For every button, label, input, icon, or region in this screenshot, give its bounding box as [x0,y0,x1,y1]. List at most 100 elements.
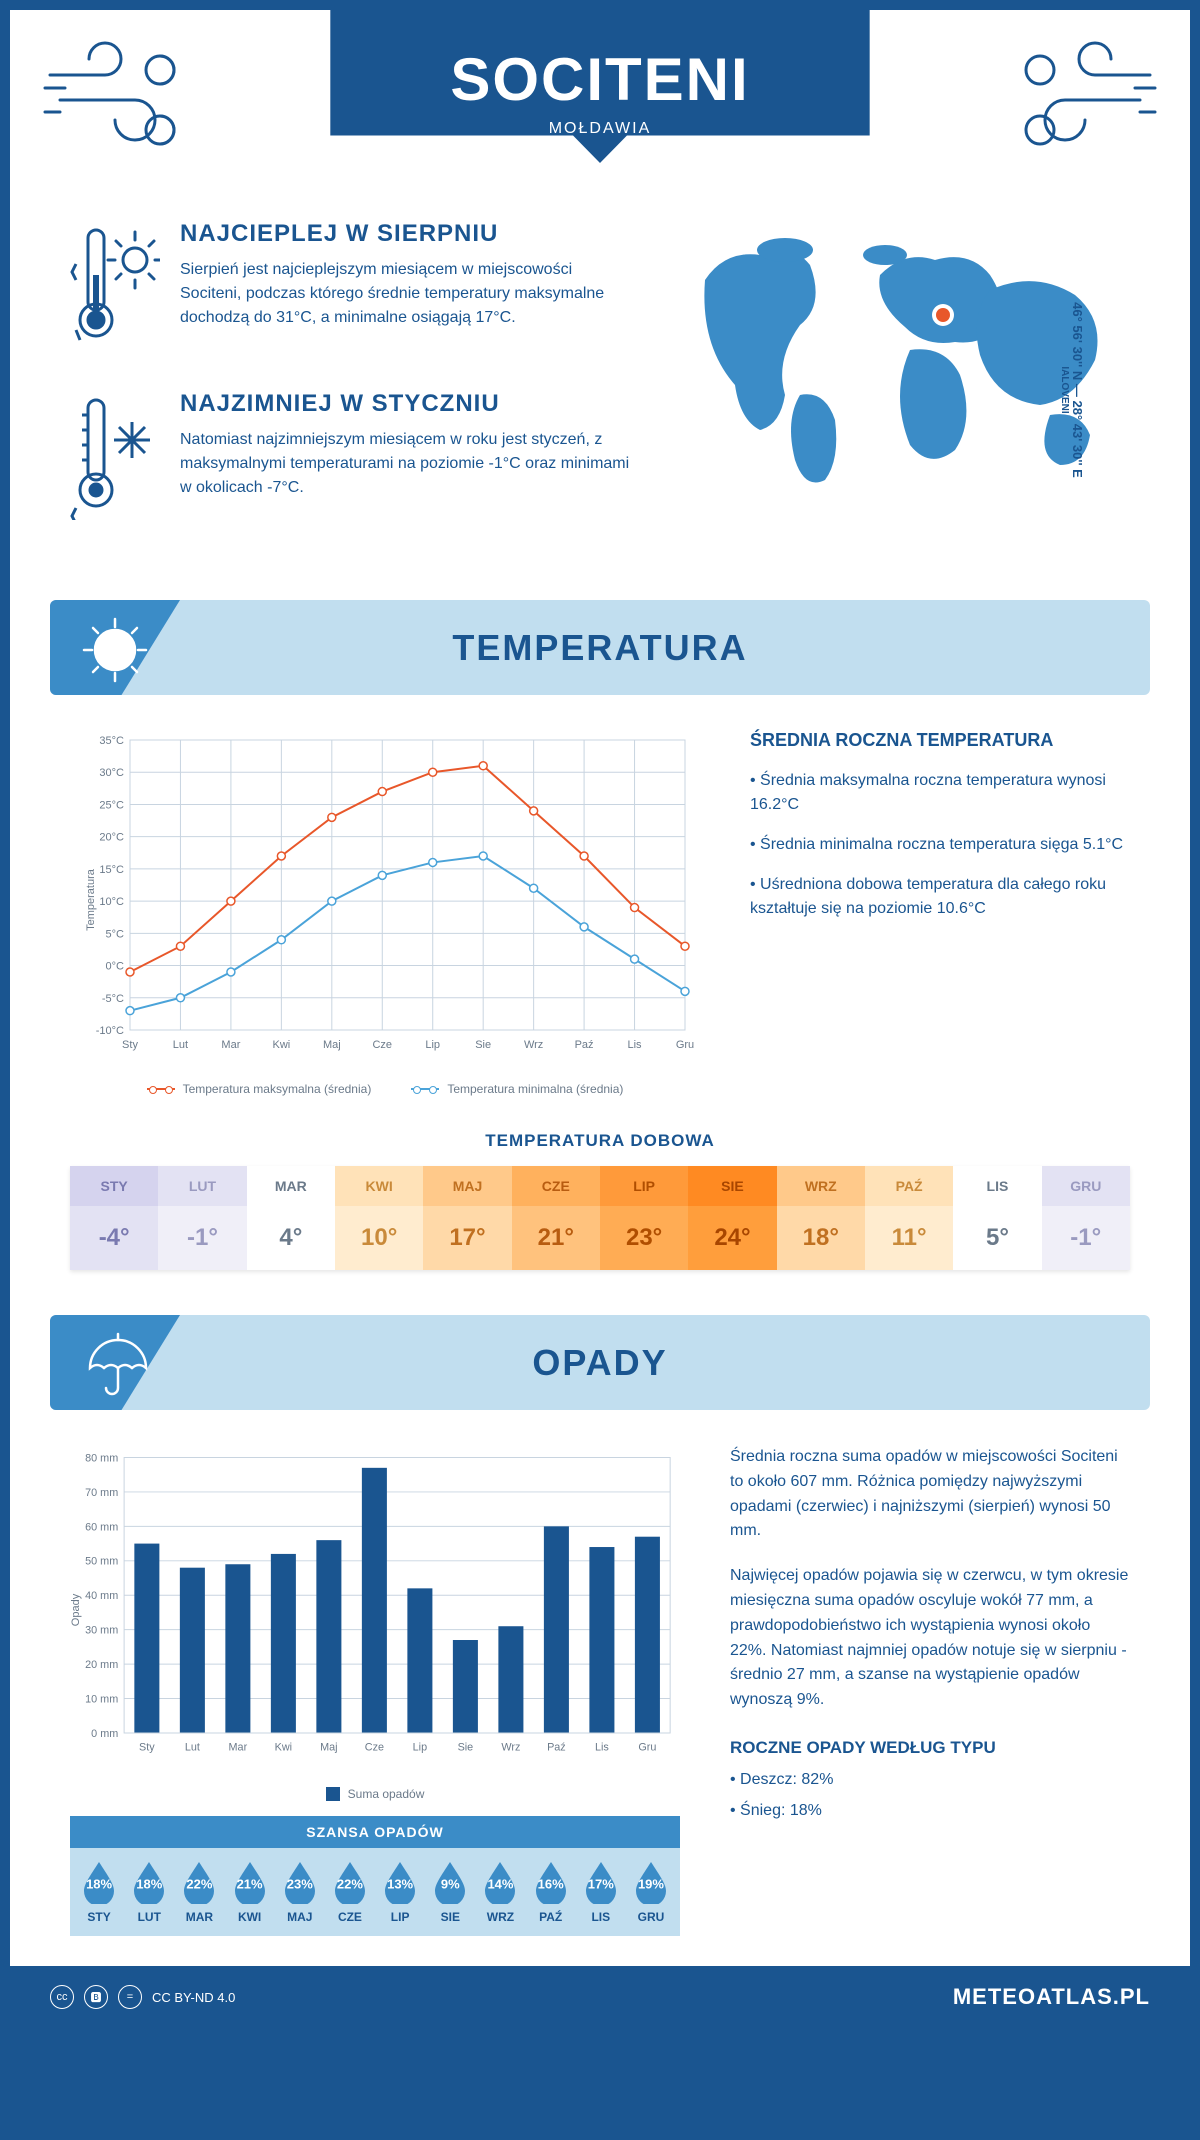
nd-icon: = [118,1985,142,2009]
svg-text:Sie: Sie [458,1742,474,1754]
daily-col: SIE 24° [688,1166,776,1270]
daily-col: LIS 5° [953,1166,1041,1270]
precip-right-column: Średnia roczna suma opadów w miejscowośc… [730,1445,1130,1936]
svg-text:Lis: Lis [595,1742,609,1754]
svg-text:Sty: Sty [139,1742,155,1754]
coords-text: 46° 56' 30'' N — 28° 43' 30'' E [1070,302,1085,478]
svg-text:30 mm: 30 mm [85,1625,118,1637]
precip-legend-swatch [326,1787,340,1801]
warmest-title: NAJCIEPLEJ W SIERPNIU [180,220,630,248]
svg-text:20°C: 20°C [99,832,124,844]
precip-section-header: OPADY [50,1315,1150,1410]
precip-title: OPADY [50,1342,1150,1384]
temperature-section-header: TEMPERATURA [50,600,1150,695]
daily-temp-title: TEMPERATURA DOBOWA [10,1131,1190,1151]
svg-text:Maj: Maj [320,1742,337,1754]
svg-text:5°C: 5°C [106,928,125,940]
precip-type-title: ROCZNE OPADY WEDŁUG TYPU [730,1738,1130,1758]
by-icon: 🅱 [84,1985,108,2009]
umbrella-icon [80,1330,150,1400]
daily-col: MAJ 17° [423,1166,511,1270]
svg-text:0°C: 0°C [106,961,125,973]
svg-text:Lis: Lis [628,1039,643,1051]
svg-text:Gru: Gru [676,1039,694,1051]
coords-region: IALOVENI [1059,302,1070,478]
warmest-text: Sierpień jest najcieplejszym miesiącem w… [180,258,630,330]
temperature-chart: Temperatura -10°C-5°C0°C5°C10°C15°C20°C2… [70,730,700,1096]
daily-col: LUT -1° [158,1166,246,1270]
svg-text:Cze: Cze [372,1039,392,1051]
svg-text:10 mm: 10 mm [85,1693,118,1705]
footer: cc 🅱 = CC BY-ND 4.0 METEOATLAS.PL [10,1966,1190,2028]
chance-cell: 16% PAŹ [526,1860,576,1924]
footer-license: cc 🅱 = CC BY-ND 4.0 [50,1985,235,2009]
wind-icon-left [40,40,190,160]
world-map: 46° 56' 30'' N — 28° 43' 30'' E IALOVENI [670,220,1130,560]
precip-legend-label: Suma opadów [348,1787,425,1801]
temp-chart-ylabel: Temperatura [85,869,97,931]
svg-text:35°C: 35°C [99,735,124,747]
svg-text:Sty: Sty [122,1039,138,1051]
svg-text:-10°C: -10°C [96,1025,124,1037]
daily-col: PAŹ 11° [865,1166,953,1270]
footer-site: METEOATLAS.PL [953,1984,1150,2010]
legend-item: Temperatura minimalna (średnia) [411,1082,623,1096]
intro-text-column: NAJCIEPLEJ W SIERPNIU Sierpień jest najc… [70,220,630,560]
precip-chart-ylabel: Opady [70,1594,82,1626]
chance-cell: 22% MAR [174,1860,224,1924]
chance-cell: 21% KWI [225,1860,275,1924]
svg-text:-5°C: -5°C [102,993,124,1005]
daily-col: KWI 10° [335,1166,423,1270]
chance-table: SZANSA OPADÓW 18% STY 18% LUT 22% MAR 21… [70,1816,680,1936]
city-name: SOCITENI [450,45,749,114]
chance-cell: 19% GRU [626,1860,676,1924]
thermometer-snow-icon [70,390,160,525]
svg-text:Lip: Lip [425,1039,440,1051]
svg-text:Mar: Mar [229,1742,248,1754]
temp-bullet: • Średnia maksymalna roczna temperatura … [750,769,1130,817]
precip-type-item: • Śnieg: 18% [730,1799,1130,1824]
svg-text:20 mm: 20 mm [85,1659,118,1671]
svg-text:30°C: 30°C [99,767,124,779]
svg-text:Kwi: Kwi [272,1039,290,1051]
svg-text:Lip: Lip [413,1742,427,1754]
daily-temp-table: STY -4° LUT -1° MAR 4° KWI 10° MAJ 17° C… [70,1166,1130,1270]
temp-bullet: • Uśredniona dobowa temperatura dla całe… [750,873,1130,921]
temperature-side-text: ŚREDNIA ROCZNA TEMPERATURA • Średnia mak… [750,730,1130,1096]
svg-text:Paź: Paź [547,1742,566,1754]
svg-text:15°C: 15°C [99,864,124,876]
chance-cell: 18% STY [74,1860,124,1924]
avg-temp-title: ŚREDNIA ROCZNA TEMPERATURA [750,730,1130,751]
cc-icon: cc [50,1985,74,2009]
temperature-legend: Temperatura maksymalna (średnia) Temperat… [70,1082,700,1096]
temperature-title: TEMPERATURA [50,627,1150,669]
chance-cell: 17% LIS [576,1860,626,1924]
svg-text:60 mm: 60 mm [85,1521,118,1533]
precip-bar-chart: Opady 0 mm10 mm20 mm30 mm40 mm50 mm60 mm… [70,1445,680,1775]
page: SOCITENI MOŁDAWIA [10,10,1190,2028]
warmest-block: NAJCIEPLEJ W SIERPNIU Sierpień jest najc… [70,220,630,355]
coldest-title: NAJZIMNIEJ W STYCZNIU [180,390,630,418]
coordinates: 46° 56' 30'' N — 28° 43' 30'' E IALOVENI [1059,302,1085,478]
svg-text:Maj: Maj [323,1039,341,1051]
precip-left-column: Opady 0 mm10 mm20 mm30 mm40 mm50 mm60 mm… [70,1445,680,1936]
license-text: CC BY-ND 4.0 [152,1990,235,2005]
svg-text:10°C: 10°C [99,896,124,908]
precip-legend: Suma opadów [70,1787,680,1801]
svg-text:40 mm: 40 mm [85,1590,118,1602]
daily-col: LIP 23° [600,1166,688,1270]
svg-text:Paź: Paź [575,1039,594,1051]
chance-cell: 14% WRZ [475,1860,525,1924]
country-name: MOŁDAWIA [450,120,749,138]
svg-text:80 mm: 80 mm [85,1452,118,1464]
precip-type-item: • Deszcz: 82% [730,1768,1130,1793]
svg-text:Kwi: Kwi [275,1742,292,1754]
chance-title: SZANSA OPADÓW [70,1816,680,1848]
daily-col: MAR 4° [247,1166,335,1270]
chance-cell: 18% LUT [124,1860,174,1924]
temperature-body: Temperatura -10°C-5°C0°C5°C10°C15°C20°C2… [10,695,1190,1116]
svg-text:Wrz: Wrz [501,1742,520,1754]
legend-item: Temperatura maksymalna (średnia) [147,1082,372,1096]
precip-para2: Najwięcej opadów pojawia się w czerwcu, … [730,1564,1130,1713]
svg-text:50 mm: 50 mm [85,1556,118,1568]
